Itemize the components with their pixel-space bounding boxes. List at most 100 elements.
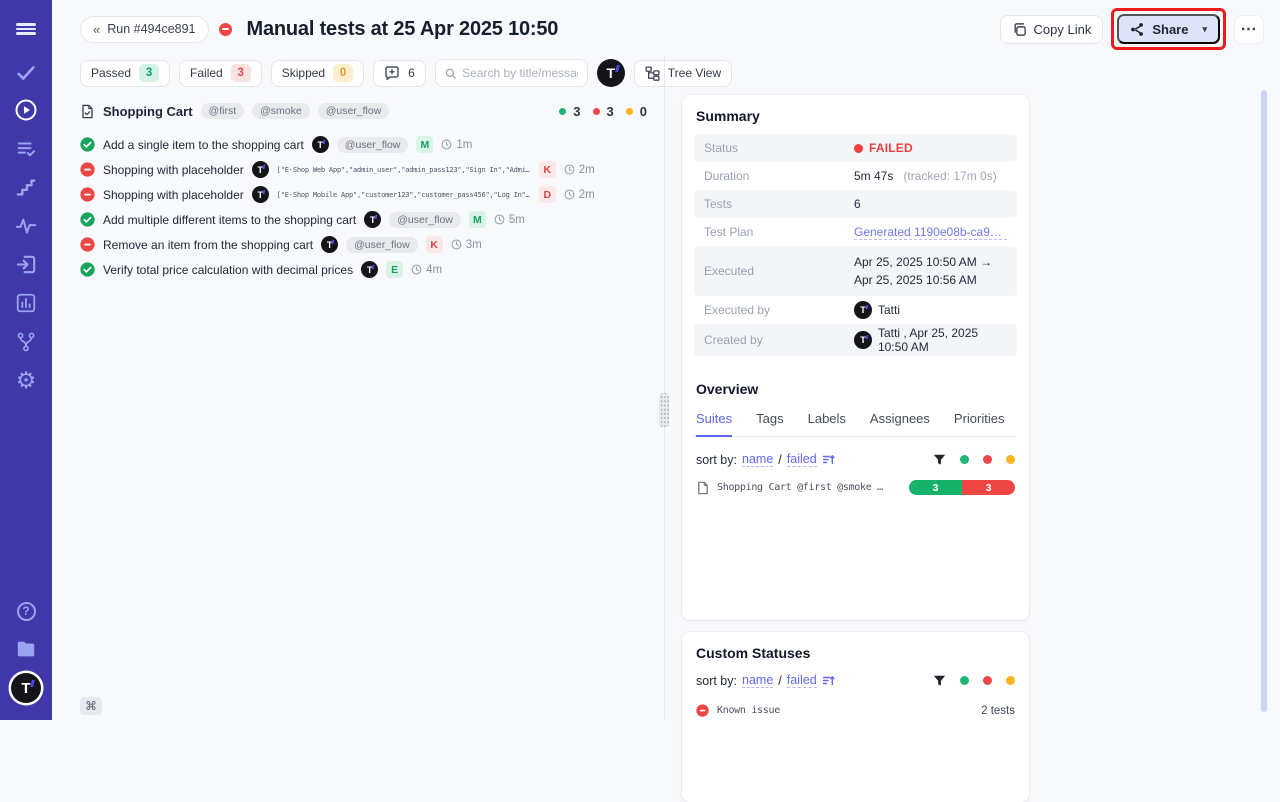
checklist-icon[interactable] [0, 136, 52, 162]
filter-passed-button[interactable]: Passed 3 [80, 60, 170, 87]
filter-failed-button[interactable]: Failed 3 [179, 60, 262, 87]
suite-header-row[interactable]: Shopping Cart @first @smoke @user_flow 3… [80, 100, 647, 122]
test-tag[interactable]: @user_flow [337, 137, 409, 153]
funnel-icon[interactable] [933, 675, 946, 687]
comments-filter-button[interactable]: 6 [373, 60, 426, 87]
run-back-button[interactable]: « Run #494ce891 [80, 16, 209, 43]
main-area: « Run #494ce891 Manual tests at 25 Apr 2… [52, 0, 1280, 720]
search-icon [445, 67, 456, 80]
tab-labels[interactable]: Labels [808, 411, 846, 436]
passed-bar-segment: 3 [909, 480, 962, 495]
custom-statuses-title: Custom Statuses [694, 632, 1017, 671]
custom-status-row[interactable]: Known issue 2 tests [694, 704, 1017, 717]
copy-icon [1012, 22, 1027, 37]
clock-icon [451, 239, 462, 250]
failed-label: Failed [190, 66, 223, 80]
folder-icon[interactable] [0, 636, 52, 662]
sort-by-failed-link[interactable]: failed [787, 673, 817, 688]
executor-name: Tatti [878, 303, 900, 317]
filter-skipped-button[interactable]: Skipped 0 [271, 60, 364, 87]
executor-avatar: T [854, 301, 872, 319]
vertical-scrollbar[interactable] [1261, 90, 1267, 712]
clock-icon [441, 139, 452, 150]
overview-tabs: Suites Tags Labels Assignees Priorities [694, 411, 1017, 437]
passed-label: Passed [91, 66, 131, 80]
overview-title: Overview [694, 368, 1017, 407]
avatar-initial: T [258, 165, 264, 175]
analytics-icon[interactable] [0, 290, 52, 316]
tab-suites[interactable]: Suites [696, 411, 732, 437]
sort-by-name-link[interactable]: name [742, 673, 773, 688]
test-row[interactable]: Verify total price calculation with deci… [80, 257, 647, 282]
test-duration: 4m [411, 264, 442, 276]
page-title: Manual tests at 25 Apr 2025 10:50 [247, 18, 559, 41]
skipped-filter-dot[interactable] [1006, 676, 1015, 685]
sort-direction-icon[interactable] [822, 453, 835, 466]
copy-link-button[interactable]: Copy Link [1000, 15, 1104, 44]
failed-icon [80, 237, 95, 252]
funnel-icon[interactable] [933, 454, 946, 466]
summary-row-executed: Executed Apr 25, 2025 10:50 AM →Apr 25, … [694, 246, 1017, 296]
play-circle-icon[interactable] [0, 97, 52, 123]
priority-badge: K [539, 161, 556, 178]
more-options-button[interactable]: ⋯ [1234, 15, 1264, 44]
share-caret-icon[interactable]: ▾ [1202, 24, 1207, 35]
overview-suite-name: Shopping Cart @first @smoke … [717, 482, 883, 493]
search-input[interactable] [462, 66, 578, 80]
known-issue-icon [696, 704, 709, 717]
avatar-initial: T [258, 190, 264, 200]
skipped-filter-dot[interactable] [1006, 455, 1015, 464]
user-avatar[interactable]: T [0, 672, 52, 704]
suite-tag[interactable]: @user_flow [318, 103, 390, 119]
test-row[interactable]: Add a single item to the shopping cart T… [80, 132, 647, 157]
test-title: Add a single item to the shopping cart [103, 138, 304, 152]
branch-icon[interactable] [0, 329, 52, 355]
keyboard-shortcut-chip[interactable]: ⌘ [80, 697, 102, 715]
avatar-initial: T [607, 65, 616, 81]
suite-tag[interactable]: @smoke [252, 103, 310, 119]
test-plan-link[interactable]: Generated 1190e08b-ca96-4f26-b10f-d6dc..… [854, 225, 1007, 240]
duration-value: 5m 47s [854, 169, 893, 183]
test-tag[interactable]: @user_flow [346, 237, 418, 253]
custom-statuses-sort-row: sort by: name / failed [694, 673, 1017, 688]
avatar-initial: T [367, 265, 373, 275]
tab-assignees[interactable]: Assignees [870, 411, 930, 436]
test-list: Shopping Cart @first @smoke @user_flow 3… [80, 100, 647, 282]
check-icon[interactable] [0, 60, 52, 86]
failed-dot-icon [593, 108, 600, 115]
import-icon[interactable] [0, 251, 52, 277]
failed-filter-dot[interactable] [983, 455, 992, 464]
passed-filter-dot[interactable] [960, 676, 969, 685]
sort-by-name-link[interactable]: name [742, 452, 773, 467]
failed-count-badge: 3 [231, 64, 251, 82]
current-user-avatar[interactable]: T [597, 59, 625, 87]
avatar-initial: T [327, 240, 333, 250]
tab-tags[interactable]: Tags [756, 411, 783, 436]
test-row[interactable]: Shopping with placeholder T ["E-Shop Web… [80, 157, 647, 182]
menu-icon[interactable] [0, 16, 52, 42]
passed-filter-dot[interactable] [960, 455, 969, 464]
skipped-count-badge: 0 [333, 64, 353, 82]
pane-resize-handle[interactable] [659, 393, 669, 427]
tab-priorities[interactable]: Priorities [954, 411, 1005, 436]
failed-filter-dot[interactable] [983, 676, 992, 685]
test-row[interactable]: Remove an item from the shopping cart T … [80, 232, 647, 257]
overview-suite-row[interactable]: Shopping Cart @first @smoke … 3 3 [694, 480, 1017, 495]
sort-by-failed-link[interactable]: failed [787, 452, 817, 467]
share-icon [1130, 22, 1145, 37]
priority-badge: K [426, 236, 443, 253]
sort-direction-icon[interactable] [822, 674, 835, 687]
summary-row-tests: Tests 6 [694, 190, 1017, 218]
test-row[interactable]: Shopping with placeholder T ["E-Shop Mob… [80, 182, 647, 207]
help-icon[interactable]: ? [0, 598, 52, 624]
suite-tag[interactable]: @first [201, 103, 245, 119]
settings-gear-icon[interactable]: ⚙ [0, 367, 52, 393]
creator-info: Tatti , Apr 25, 2025 10:50 AM [878, 326, 1007, 354]
share-button[interactable]: Share ▾ [1117, 14, 1220, 44]
test-row[interactable]: Add multiple different items to the shop… [80, 207, 647, 232]
steps-icon[interactable] [0, 175, 52, 201]
pulse-icon[interactable] [0, 213, 52, 239]
back-chevron-icon: « [93, 22, 100, 37]
test-tag[interactable]: @user_flow [389, 212, 461, 228]
